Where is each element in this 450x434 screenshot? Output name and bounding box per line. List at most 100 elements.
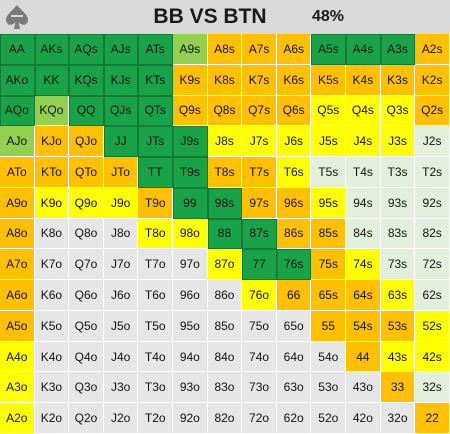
hand-cell[interactable]: A2o — [0, 403, 35, 434]
hand-cell[interactable]: KTo — [34, 157, 70, 188]
hand-cell[interactable]: 65s — [311, 280, 347, 311]
hand-cell[interactable]: 74o — [242, 341, 277, 373]
hand-cell[interactable]: K9o — [34, 187, 70, 219]
hand-cell[interactable]: T5s — [311, 157, 347, 188]
hand-cell[interactable]: T3o — [138, 372, 174, 404]
hand-cell[interactable]: 32s — [415, 372, 450, 404]
hand-cell[interactable]: KTs — [138, 64, 174, 96]
hand-cell[interactable]: 98s — [207, 187, 243, 219]
hand-cell[interactable]: 96s — [276, 187, 312, 219]
hand-cell[interactable]: A5o — [0, 310, 35, 342]
hand-cell[interactable]: 22 — [415, 403, 450, 434]
hand-cell[interactable]: TT — [138, 157, 174, 188]
hand-cell[interactable]: AJo — [0, 126, 35, 158]
hand-cell[interactable]: 42o — [346, 403, 381, 434]
hand-cell[interactable]: JTo — [103, 157, 139, 188]
hand-cell[interactable]: K9s — [173, 64, 208, 96]
hand-cell[interactable]: AQo — [0, 95, 35, 127]
hand-cell[interactable]: J8o — [103, 218, 139, 250]
hand-cell[interactable]: 52s — [415, 310, 450, 342]
hand-cell[interactable]: 76o — [242, 280, 277, 311]
hand-cell[interactable]: 55 — [311, 310, 347, 342]
hand-cell[interactable]: A9o — [0, 187, 35, 219]
hand-cell[interactable]: 93s — [380, 187, 416, 219]
hand-cell[interactable]: K7s — [242, 64, 277, 96]
hand-cell[interactable]: Q4s — [346, 95, 381, 127]
hand-cell[interactable]: K7o — [34, 249, 70, 281]
hand-cell[interactable]: QJs — [103, 95, 139, 127]
hand-cell[interactable]: 85o — [207, 310, 243, 342]
hand-cell[interactable]: 97o — [173, 249, 208, 281]
hand-cell[interactable]: AKs — [34, 34, 70, 65]
hand-cell[interactable]: KQo — [34, 95, 70, 127]
hand-cell[interactable]: 95s — [311, 187, 347, 219]
hand-cell[interactable]: JJ — [103, 126, 139, 158]
hand-cell[interactable]: Q8o — [69, 218, 104, 250]
hand-cell[interactable]: 83s — [380, 218, 416, 250]
hand-cell[interactable]: J8s — [207, 126, 243, 158]
hand-cell[interactable]: 65o — [276, 310, 312, 342]
hand-cell[interactable]: 33 — [380, 372, 416, 404]
hand-cell[interactable]: 32o — [380, 403, 416, 434]
hand-cell[interactable]: 62s — [415, 280, 450, 311]
hand-cell[interactable]: A4s — [346, 34, 381, 65]
hand-cell[interactable]: 43s — [380, 341, 416, 373]
hand-cell[interactable]: 72s — [415, 249, 450, 281]
hand-cell[interactable]: T8s — [207, 157, 243, 188]
hand-cell[interactable]: T2o — [138, 403, 174, 434]
hand-cell[interactable]: AA — [0, 34, 35, 65]
hand-cell[interactable]: 42s — [415, 341, 450, 373]
hand-cell[interactable]: Q9o — [69, 187, 104, 219]
hand-cell[interactable]: K4s — [346, 64, 381, 96]
hand-cell[interactable]: T9s — [173, 157, 208, 188]
hand-cell[interactable]: T8o — [138, 218, 174, 250]
hand-cell[interactable]: J5s — [311, 126, 347, 158]
hand-cell[interactable]: J5o — [103, 310, 139, 342]
hand-cell[interactable]: 75o — [242, 310, 277, 342]
hand-cell[interactable]: 66 — [276, 280, 312, 311]
hand-cell[interactable]: 83o — [207, 372, 243, 404]
hand-cell[interactable]: J6o — [103, 280, 139, 311]
hand-cell[interactable]: 84s — [346, 218, 381, 250]
hand-cell[interactable]: 84o — [207, 341, 243, 373]
hand-cell[interactable]: A3o — [0, 372, 35, 404]
hand-cell[interactable]: Q2o — [69, 403, 104, 434]
hand-cell[interactable]: Q3s — [380, 95, 416, 127]
hand-cell[interactable]: 85s — [311, 218, 347, 250]
hand-cell[interactable]: QTs — [138, 95, 174, 127]
hand-cell[interactable]: KK — [34, 64, 70, 96]
hand-cell[interactable]: A9s — [173, 34, 208, 65]
hand-cell[interactable]: 94s — [346, 187, 381, 219]
hand-cell[interactable]: T7s — [242, 157, 277, 188]
hand-cell[interactable]: 64s — [346, 280, 381, 311]
hand-cell[interactable]: 88 — [207, 218, 243, 250]
hand-cell[interactable]: Q6s — [276, 95, 312, 127]
hand-cell[interactable]: K2o — [34, 403, 70, 434]
hand-cell[interactable]: T7o — [138, 249, 174, 281]
hand-cell[interactable]: T3s — [380, 157, 416, 188]
hand-cell[interactable]: A6s — [276, 34, 312, 65]
hand-cell[interactable]: A5s — [311, 34, 347, 65]
hand-cell[interactable]: QQ — [69, 95, 104, 127]
hand-cell[interactable]: 62o — [276, 403, 312, 434]
hand-cell[interactable]: 43o — [346, 372, 381, 404]
hand-cell[interactable]: AQs — [69, 34, 104, 65]
hand-cell[interactable]: J2s — [415, 126, 450, 158]
hand-cell[interactable]: KJo — [34, 126, 70, 158]
hand-cell[interactable]: AKo — [0, 64, 35, 96]
hand-cell[interactable]: A8o — [0, 218, 35, 250]
hand-cell[interactable]: 76s — [276, 249, 312, 281]
hand-cell[interactable]: AJs — [103, 34, 139, 65]
hand-cell[interactable]: 73o — [242, 372, 277, 404]
hand-cell[interactable]: T4o — [138, 341, 174, 373]
hand-cell[interactable]: 63o — [276, 372, 312, 404]
hand-cell[interactable]: 99 — [173, 187, 208, 219]
hand-cell[interactable]: 72o — [242, 403, 277, 434]
hand-cell[interactable]: K6s — [276, 64, 312, 96]
hand-cell[interactable]: A7o — [0, 249, 35, 281]
hand-cell[interactable]: 86s — [276, 218, 312, 250]
hand-cell[interactable]: A6o — [0, 280, 35, 311]
hand-cell[interactable]: K8s — [207, 64, 243, 96]
hand-cell[interactable]: Q2s — [415, 95, 450, 127]
hand-cell[interactable]: KJs — [103, 64, 139, 96]
